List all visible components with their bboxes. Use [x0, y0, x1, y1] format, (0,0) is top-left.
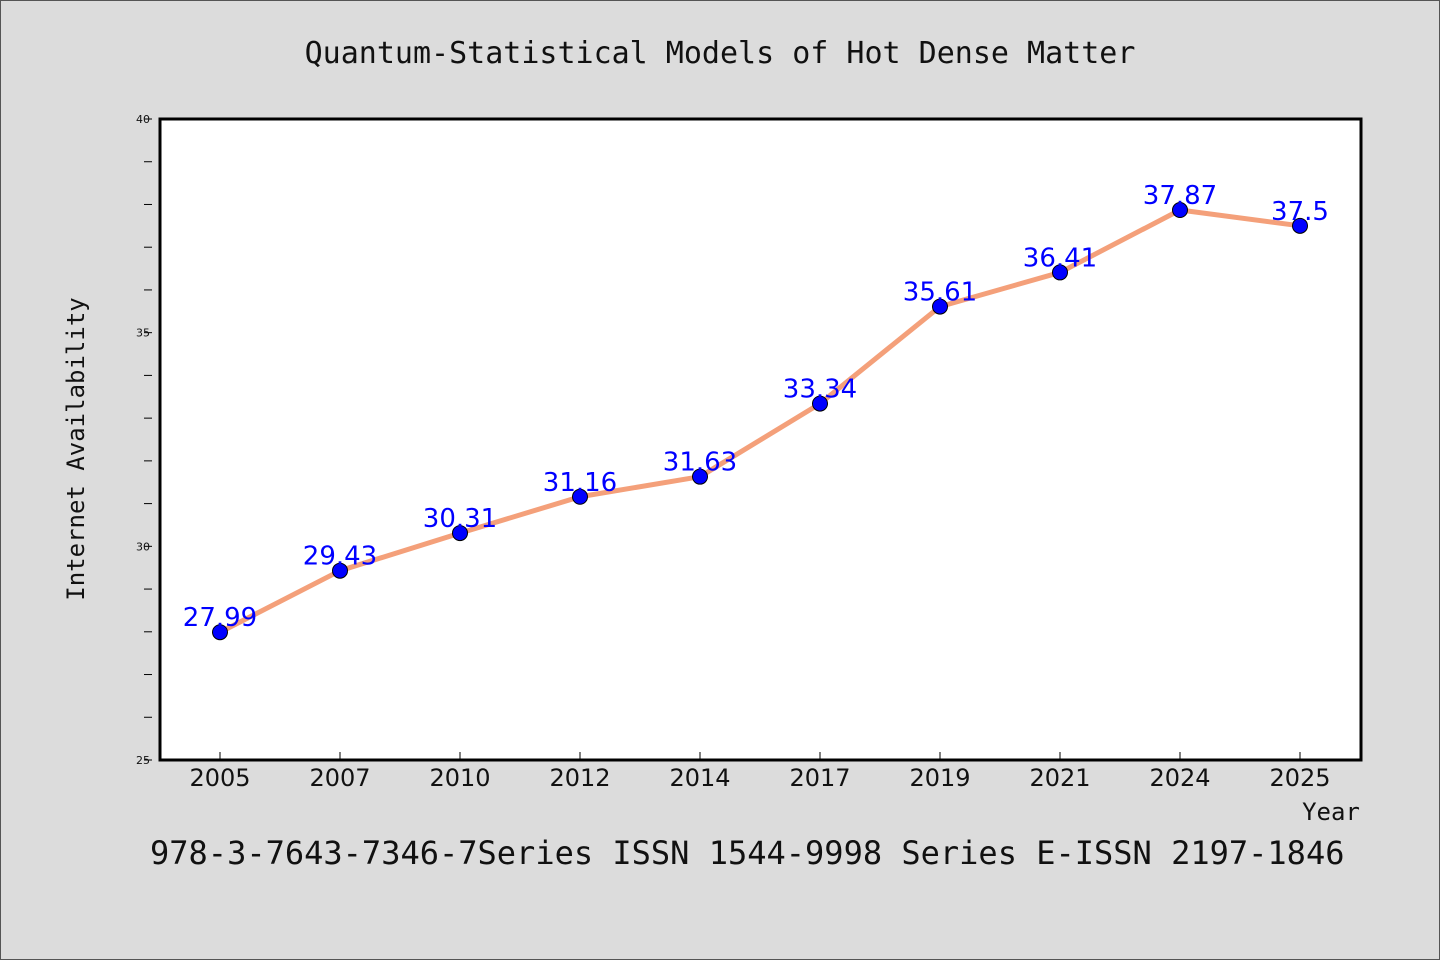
- y-tick-label: 40: [136, 113, 150, 126]
- x-tick-label: 2014: [669, 764, 730, 792]
- series-layer: [212, 202, 1308, 641]
- data-label: 36.41: [1023, 243, 1097, 273]
- isbn-footer: 978-3-7643-7346-7Series ISSN 1544-9998 S…: [150, 834, 1344, 872]
- x-tick-label: 2024: [1149, 764, 1210, 792]
- x-tick-label: 2012: [549, 764, 610, 792]
- data-point: [812, 395, 828, 412]
- x-tick-label: 2019: [909, 764, 970, 792]
- data-label: 29.43: [303, 542, 377, 572]
- y-axis: 25 30 35 40: [136, 113, 152, 767]
- data-point: [452, 525, 468, 542]
- data-point: [1292, 217, 1308, 234]
- data-point: [572, 488, 588, 505]
- data-label-layer: 27.99 29.43 30.31 31.16 31.63 33.34 35.61 36.41…: [183, 181, 1329, 633]
- y-axis-label: Internet Availability: [62, 297, 90, 600]
- plot-area: [158, 117, 1363, 762]
- chart-title: Quantum-Statistical Models of Hot Dense …: [305, 36, 1136, 71]
- data-point: [932, 298, 948, 315]
- data-label: 27.99: [183, 603, 257, 633]
- data-label: 31.63: [663, 448, 737, 478]
- data-label: 37.87: [1143, 181, 1217, 211]
- data-label: 33.34: [783, 375, 857, 405]
- x-tick-label: 2005: [189, 764, 250, 792]
- data-label: 31.16: [543, 468, 617, 498]
- x-tick-label: 2021: [1029, 764, 1090, 792]
- data-point: [212, 624, 228, 641]
- data-label: 30.31: [423, 504, 497, 534]
- x-axis: 2005 2007 2010 2012 2014 2017 2019 2021 2024 2025: [189, 752, 1331, 792]
- series-line: [217, 207, 1303, 635]
- x-tick-label: 2007: [309, 764, 370, 792]
- y-tick-label: 25: [136, 754, 150, 767]
- x-tick-label: 2025: [1269, 764, 1330, 792]
- x-tick-label: 2010: [429, 764, 490, 792]
- data-point: [692, 468, 708, 485]
- data-point: [1172, 202, 1188, 219]
- data-label: 35.61: [903, 278, 977, 308]
- x-tick-label: 2017: [789, 764, 850, 792]
- x-axis-label: Year: [1302, 798, 1360, 826]
- data-label: 37.5: [1271, 197, 1329, 227]
- y-tick-label: 35: [136, 327, 150, 340]
- y-tick-label: 30: [136, 540, 150, 553]
- data-point: [332, 562, 348, 579]
- data-point: [1052, 264, 1068, 281]
